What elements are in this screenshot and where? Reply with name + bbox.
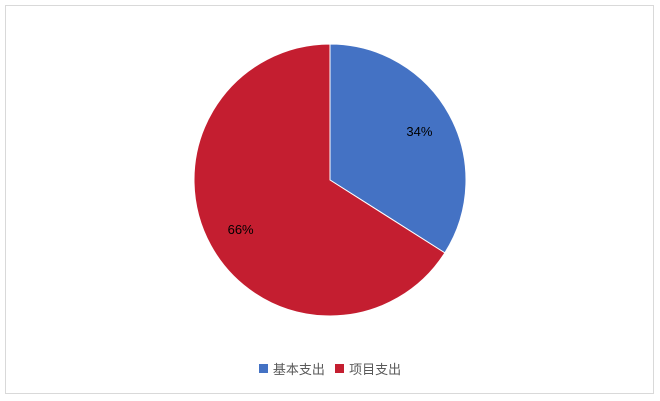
legend-swatch bbox=[258, 364, 268, 373]
legend-item-project: 项目支出 bbox=[335, 359, 401, 378]
legend-label: 项目支出 bbox=[349, 363, 402, 378]
chart-frame bbox=[5, 5, 654, 394]
legend-item-basic: 基本支出 bbox=[258, 359, 325, 378]
legend: 基本支出 项目支出 bbox=[0, 359, 660, 378]
pie-slice-0 bbox=[329, 43, 467, 254]
data-label: 34% bbox=[406, 124, 432, 139]
legend-label: 基本支出 bbox=[272, 363, 325, 378]
pie-slice-1 bbox=[193, 43, 446, 317]
data-label: 66% bbox=[228, 222, 254, 237]
legend-swatch bbox=[335, 364, 345, 373]
